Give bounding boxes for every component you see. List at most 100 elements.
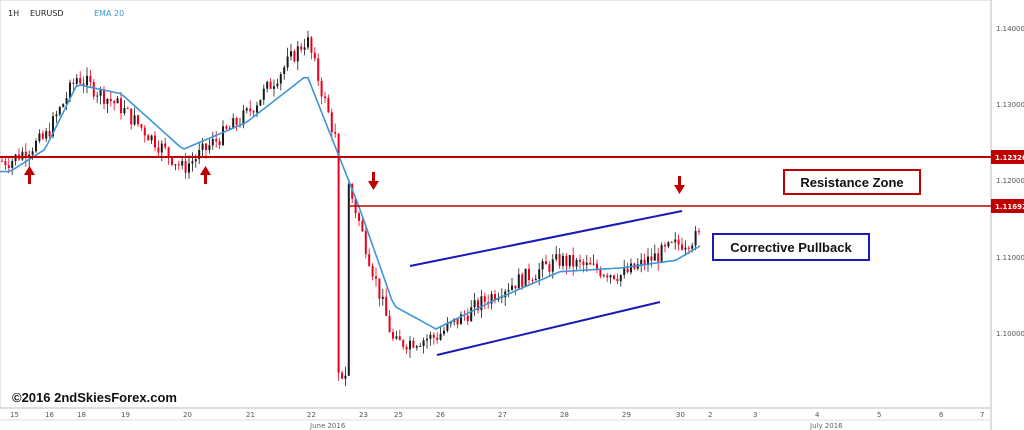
y-tick-label: 1.12000 [996,177,1024,185]
candle-body [681,244,683,250]
candle-body [643,259,646,266]
candle-body [92,81,95,97]
candle-body [35,140,37,152]
candle-body [31,151,34,155]
candle-body [48,131,51,137]
candle-body [667,242,670,247]
candle-body [630,263,632,273]
candle-body [21,151,24,160]
corrective-pullback-label: Corrective Pullback [730,240,852,255]
candle-body [402,340,405,347]
candle-body [477,300,479,311]
candle-body [694,231,697,246]
arrow-up-icon [24,166,35,184]
candle-body [657,253,660,262]
candle-body [191,161,194,164]
x-tick-label: 27 [498,411,507,419]
candle-body [296,46,299,62]
arrow-down-icon [368,172,379,190]
candle-body [215,139,218,142]
candle-body [154,135,156,148]
x-tick-label: 30 [676,411,685,419]
symbol-label: EURUSD [30,9,64,18]
candle-body [405,346,408,350]
candle-body [514,285,517,289]
candle-body [300,46,303,50]
candle-body [419,345,422,347]
candle-body [562,255,564,266]
candle-body [188,163,190,173]
candle-body [517,274,520,289]
candle-body [7,165,10,168]
arrow-up-icon [200,166,211,184]
candle-body [650,256,653,261]
x-tick-label: 21 [246,411,255,419]
candle-body [585,262,588,265]
candle-body [623,268,626,276]
candle-body [337,133,340,373]
candle-body [565,255,568,266]
candle-body [521,274,524,287]
candle-body [364,231,367,255]
candle-body [436,337,439,340]
candle-body [395,336,398,339]
candle-body [109,98,112,102]
resistance-zone-label: Resistance Zone [800,175,903,190]
x-tick-label: 20 [183,411,192,419]
resistance-zone-box [783,169,921,195]
candle-body [432,334,435,338]
candle-body [660,244,663,262]
candle-body [324,96,326,99]
candle-body [222,126,224,145]
candle-body [687,247,690,249]
candle-body [184,160,187,173]
candle-body [123,108,126,114]
candle-body [538,269,541,279]
level-badge [991,150,1024,164]
candle-body [269,81,272,89]
x-tick-label: 4 [815,411,820,419]
candle-body [599,269,602,277]
candle-body [429,334,432,339]
candle-body [4,161,7,166]
candle-body [330,112,333,133]
candle-body [443,330,445,334]
candle-body [96,95,99,97]
copyright-text: ©2016 2ndSkiesForex.com [12,390,177,405]
candle-body [106,98,109,104]
y-tick-label: 1.14000 [996,25,1024,33]
candle-body [303,47,306,50]
x-tick-label: 6 [939,411,944,419]
candle-body [579,259,581,262]
candle-body [341,372,343,379]
month-label: July 2016 [809,422,843,430]
candle-body [664,244,666,247]
candle-body [378,278,381,299]
candle-body [589,262,592,265]
candle-body [358,213,360,221]
candle-body [177,164,180,166]
candle-body [426,338,428,341]
candle-body [245,108,248,111]
candle-body [531,280,534,281]
candle-body [582,261,585,265]
candle-body [62,104,65,108]
candle-body [205,143,207,150]
candle-body [194,159,197,162]
level-badge-label: 1.12326 [995,154,1024,162]
candle-body [647,256,649,266]
candle-body [670,242,673,243]
candle-body [609,275,612,278]
candle-body [371,265,374,277]
candle-body [480,296,483,311]
candle-body [439,333,442,340]
y-tick-label: 1.13000 [996,101,1024,109]
candle-body [286,56,289,68]
candle-body [313,52,316,59]
candle-body [133,115,136,125]
candle-body [45,131,48,139]
candle-body [691,245,694,249]
candle-body [327,98,330,113]
